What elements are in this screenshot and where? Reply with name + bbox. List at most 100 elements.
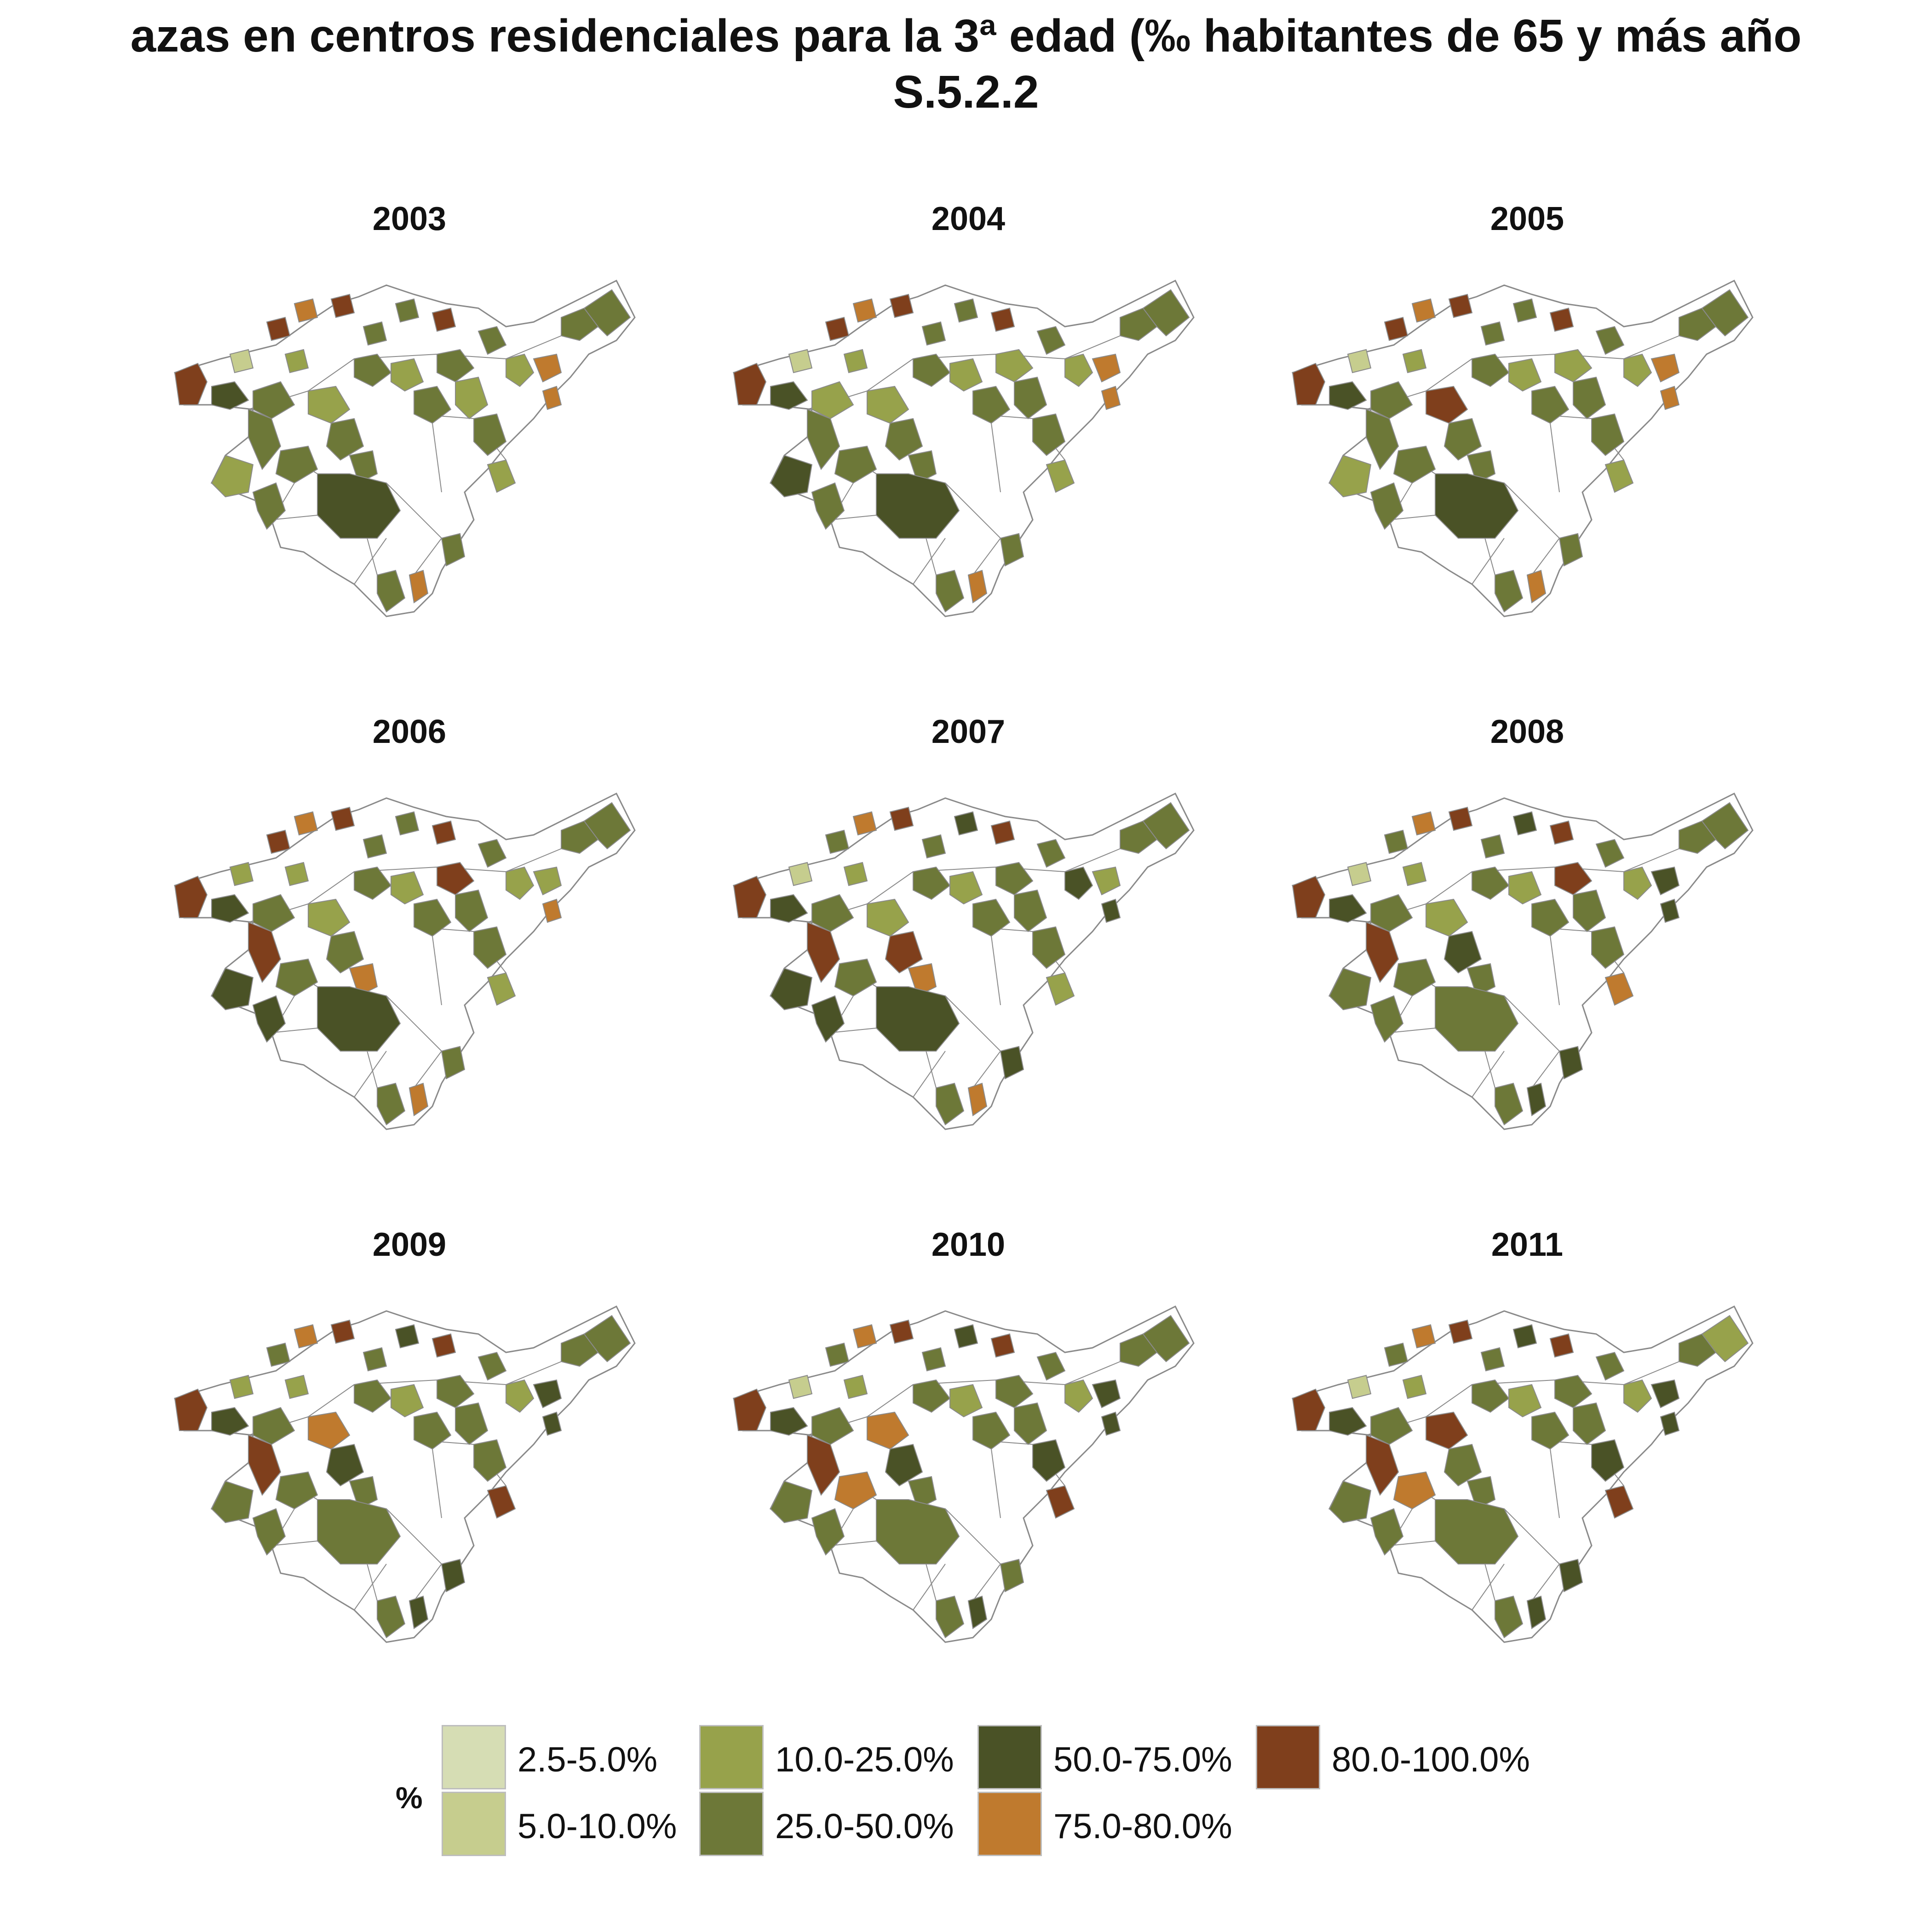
municipality xyxy=(1443,1443,1482,1487)
municipality xyxy=(843,349,868,374)
municipality xyxy=(414,898,452,937)
legend-item: 5.0-10.0% xyxy=(442,1792,718,1856)
municipality xyxy=(1366,1434,1399,1496)
legend-item: 25.0-50.0% xyxy=(699,1792,975,1856)
municipality xyxy=(1472,353,1510,387)
municipality xyxy=(954,298,978,323)
panel-title: 2006 xyxy=(372,713,447,750)
municipality xyxy=(354,353,392,387)
municipality xyxy=(843,1374,868,1399)
municipality xyxy=(1036,1351,1066,1381)
municipality xyxy=(1426,1411,1468,1450)
municipality xyxy=(1554,349,1593,383)
municipality xyxy=(788,349,813,374)
municipality xyxy=(349,1476,378,1510)
legend-label: 10.0-25.0% xyxy=(775,1740,954,1779)
municipality xyxy=(1526,1595,1547,1629)
municipality xyxy=(733,875,767,918)
municipality xyxy=(949,871,983,905)
municipality xyxy=(949,358,983,392)
municipality xyxy=(211,894,249,923)
municipality xyxy=(211,967,254,1011)
municipality xyxy=(1092,1379,1121,1409)
municipality xyxy=(275,958,318,997)
municipality xyxy=(1046,972,1075,1006)
municipality xyxy=(807,1434,840,1496)
legend-swatch xyxy=(978,1725,1042,1789)
municipality xyxy=(811,381,854,420)
municipality xyxy=(377,569,406,613)
municipality xyxy=(1370,995,1404,1043)
municipality xyxy=(1495,1595,1524,1639)
municipality xyxy=(972,385,1011,424)
municipality xyxy=(326,1443,364,1487)
municipality xyxy=(473,1439,507,1482)
municipality xyxy=(788,862,813,886)
municipality xyxy=(1443,418,1482,461)
municipality xyxy=(1411,811,1436,836)
municipality xyxy=(473,413,507,456)
municipality xyxy=(1435,1499,1519,1564)
municipality xyxy=(317,1499,401,1564)
municipality xyxy=(1384,1342,1409,1367)
municipality xyxy=(1701,289,1749,337)
municipality xyxy=(1531,898,1570,937)
panel-title: 2005 xyxy=(1490,201,1564,237)
municipality xyxy=(455,376,489,420)
municipality xyxy=(852,298,877,323)
municipality xyxy=(1426,898,1468,937)
choropleth-map xyxy=(733,792,1195,1130)
legend-swatch xyxy=(1256,1725,1320,1789)
municipality xyxy=(995,349,1034,383)
municipality xyxy=(1064,353,1093,387)
municipality xyxy=(972,898,1011,937)
municipality xyxy=(1472,866,1510,900)
municipality xyxy=(1660,898,1680,923)
municipality xyxy=(811,482,845,530)
municipality xyxy=(1595,1351,1625,1381)
chart-title: azas en centros residenciales para la 3ª… xyxy=(130,10,1802,62)
municipality xyxy=(825,829,850,854)
municipality xyxy=(1604,972,1634,1006)
municipality xyxy=(284,349,309,374)
legend-label: 80.0-100.0% xyxy=(1332,1740,1530,1779)
municipality xyxy=(1512,811,1537,836)
municipality xyxy=(533,866,562,896)
municipality xyxy=(362,1347,387,1372)
municipality xyxy=(908,963,937,997)
municipality xyxy=(913,1379,951,1413)
municipality xyxy=(1036,839,1066,868)
municipality xyxy=(1466,450,1496,484)
municipality xyxy=(506,866,535,900)
municipality xyxy=(1328,454,1372,498)
municipality xyxy=(1384,316,1409,341)
municipality xyxy=(1472,1379,1510,1413)
municipality xyxy=(811,1508,845,1556)
municipality xyxy=(174,875,208,918)
municipality xyxy=(1142,289,1190,337)
municipality xyxy=(542,898,562,923)
municipality xyxy=(253,1407,295,1445)
municipality xyxy=(1347,349,1372,374)
chart-subtitle: S.5.2.2 xyxy=(893,66,1039,118)
choropleth-map xyxy=(1292,792,1754,1130)
municipality xyxy=(867,1411,909,1450)
legend: % 2.5-5.0% 5.0-10.0% 10.0-25.0% 25.0-50.0% 5… xyxy=(386,1725,1582,1872)
legend-swatch xyxy=(442,1792,506,1856)
municipality xyxy=(395,298,420,323)
legend-swatch xyxy=(978,1792,1042,1856)
map-panel-2007: 2007 xyxy=(715,715,1221,1198)
municipality xyxy=(542,385,562,410)
municipality xyxy=(377,1595,406,1639)
municipality xyxy=(583,802,631,850)
municipality xyxy=(1549,307,1574,332)
municipality xyxy=(1014,889,1047,932)
municipality xyxy=(807,921,840,983)
municipality xyxy=(1660,385,1680,410)
choropleth-map xyxy=(733,1305,1195,1643)
municipality xyxy=(967,1595,988,1629)
municipality xyxy=(889,806,914,831)
municipality xyxy=(1443,931,1482,974)
municipality xyxy=(770,894,808,923)
municipality xyxy=(1650,866,1680,896)
